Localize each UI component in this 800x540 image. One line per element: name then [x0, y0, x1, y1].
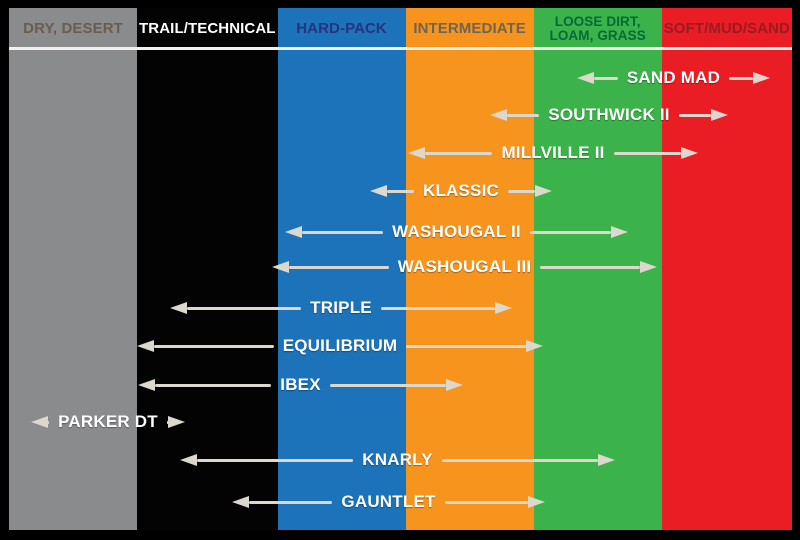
- right-arrowhead-icon: [681, 147, 699, 159]
- right-arrowhead-icon: [495, 302, 512, 314]
- arrow-line: [729, 76, 753, 80]
- arrow-line: [155, 383, 272, 387]
- terrain-column-trail-technical: TRAIL/TECHNICAL: [137, 8, 278, 530]
- right-arrowhead-icon: [446, 379, 464, 391]
- arrow-line: [406, 344, 526, 348]
- arrow-line: [380, 306, 495, 310]
- terrain-columns: DRY, DESERT TRAIL/TECHNICAL HARD-PACK IN…: [9, 8, 792, 530]
- column-header-label: LOOSE DIRT, LOAM, GRASS: [549, 13, 646, 43]
- tire-range-row: TRIPLE: [170, 296, 512, 320]
- arrow-line: [507, 113, 540, 117]
- left-arrowhead-icon: [408, 147, 425, 159]
- tire-model-label: EQUILIBRIUM: [282, 336, 398, 355]
- tire-model-label: WASHOUGAL II: [392, 222, 521, 241]
- column-header-label: INTERMEDIATE: [413, 20, 526, 38]
- arrow-line: [197, 458, 354, 462]
- arrow-line: [540, 265, 641, 269]
- column-header: INTERMEDIATE: [406, 8, 534, 50]
- arrow-line: [425, 151, 493, 155]
- arrow-line: [387, 189, 414, 193]
- arrow-line: [678, 113, 711, 117]
- tire-model-label: TRIPLE: [310, 298, 372, 317]
- left-arrowhead-icon: [370, 185, 387, 197]
- column-header-label: DRY, DESERT: [23, 20, 123, 38]
- arrow-line: [529, 230, 611, 234]
- column-header-label: HARD-PACK: [296, 20, 387, 38]
- tire-range-row: EQUILIBRIUM: [137, 334, 543, 358]
- tire-range-row: WASHOUGAL II: [285, 220, 628, 244]
- arrow-line: [329, 383, 447, 387]
- tire-model-label: KLASSIC: [422, 181, 500, 200]
- column-header-label: SOFT/MUD/SAND: [663, 20, 790, 38]
- column-header-label: TRAIL/TECHNICAL: [139, 20, 276, 38]
- right-arrowhead-icon: [753, 72, 770, 84]
- right-arrowhead-icon: [526, 340, 543, 352]
- tire-range-row: IBEX: [138, 373, 464, 397]
- right-arrowhead-icon: [711, 109, 728, 121]
- column-header: TRAIL/TECHNICAL: [137, 8, 278, 50]
- tire-range-row: SAND MAD: [577, 66, 770, 90]
- left-arrowhead-icon: [138, 379, 155, 391]
- arrow-line: [444, 500, 528, 504]
- tire-range-row: KNARLY: [180, 448, 616, 472]
- arrow-line: [302, 230, 384, 234]
- tire-model-label: PARKER DT: [58, 412, 158, 431]
- column-header: SOFT/MUD/SAND: [662, 8, 792, 50]
- left-arrowhead-icon: [170, 302, 187, 314]
- tire-range-row: SOUTHWICK II: [490, 103, 728, 127]
- tire-model-label: SOUTHWICK II: [548, 105, 670, 124]
- arrow-line: [187, 306, 302, 310]
- right-arrowhead-icon: [168, 416, 185, 428]
- tire-range-row: KLASSIC: [370, 179, 552, 203]
- header-divider-line: [9, 47, 792, 50]
- left-arrowhead-icon: [272, 261, 289, 273]
- left-arrowhead-icon: [232, 496, 249, 508]
- tire-model-label: KNARLY: [362, 450, 433, 469]
- tire-range-row: MILLVILLE II: [408, 141, 699, 165]
- tire-range-row: WASHOUGAL III: [272, 255, 658, 279]
- left-arrowhead-icon: [31, 416, 48, 428]
- arrow-line: [289, 265, 389, 269]
- column-header: LOOSE DIRT, LOAM, GRASS: [534, 8, 662, 50]
- arrow-line: [613, 151, 682, 155]
- column-header: DRY, DESERT: [9, 8, 137, 50]
- arrow-line: [441, 458, 599, 462]
- terrain-column-soft-mud-sand: SOFT/MUD/SAND: [661, 8, 792, 530]
- tire-model-label: SAND MAD: [626, 68, 721, 87]
- terrain-column-intermediate: INTERMEDIATE: [405, 8, 534, 530]
- right-arrowhead-icon: [598, 454, 616, 466]
- right-arrowhead-icon: [535, 185, 552, 197]
- left-arrowhead-icon: [137, 340, 154, 352]
- left-arrowhead-icon: [577, 72, 594, 84]
- arrow-line: [48, 420, 50, 424]
- tire-range-row: GAUNTLET: [232, 490, 545, 514]
- left-arrowhead-icon: [180, 454, 197, 466]
- right-arrowhead-icon: [640, 261, 658, 273]
- tire-model-label: IBEX: [280, 375, 321, 394]
- tire-range-row: PARKER DT: [31, 410, 185, 434]
- left-arrowhead-icon: [285, 226, 302, 238]
- arrow-line: [166, 420, 168, 424]
- arrow-line: [249, 500, 333, 504]
- tire-model-label: WASHOUGAL III: [397, 257, 532, 276]
- tire-model-label: GAUNTLET: [341, 492, 436, 511]
- arrow-line: [154, 344, 274, 348]
- tire-model-label: MILLVILLE II: [501, 143, 605, 162]
- column-header: HARD-PACK: [278, 8, 406, 50]
- terrain-column-dry-desert: DRY, DESERT: [9, 8, 138, 530]
- right-arrowhead-icon: [611, 226, 628, 238]
- terrain-column-hard-pack: HARD-PACK: [277, 8, 406, 530]
- left-arrowhead-icon: [490, 109, 507, 121]
- arrow-line: [594, 76, 618, 80]
- right-arrowhead-icon: [528, 496, 545, 508]
- arrow-line: [508, 189, 535, 193]
